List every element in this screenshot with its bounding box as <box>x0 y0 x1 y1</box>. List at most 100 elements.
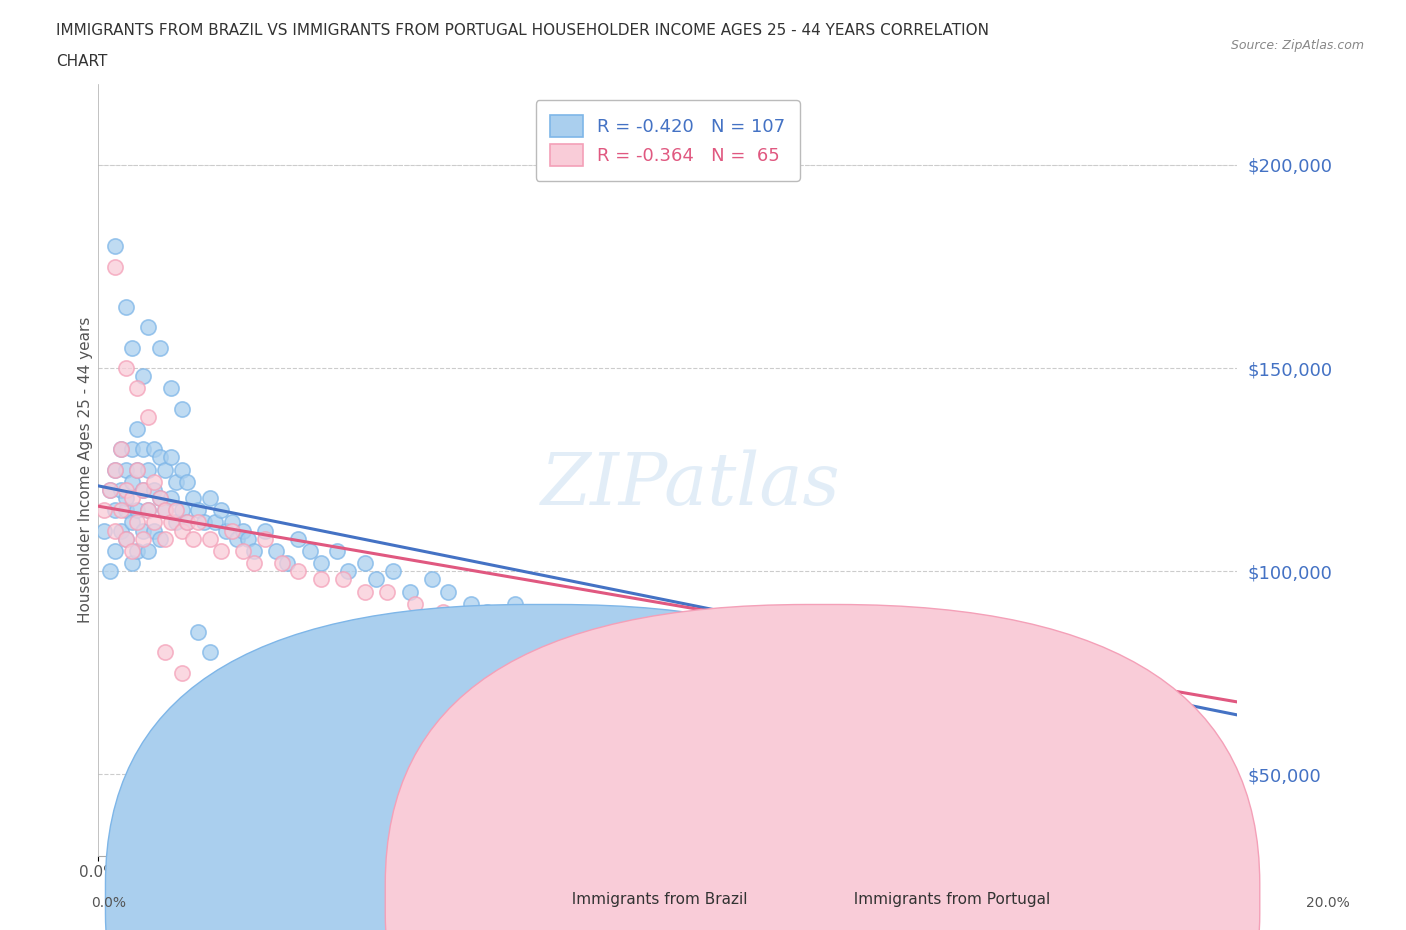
Point <box>148 491 170 506</box>
Point <box>1059 706 1081 721</box>
Point <box>127 462 149 477</box>
Point <box>143 515 166 530</box>
Point <box>725 653 748 668</box>
Point <box>437 584 460 599</box>
Point <box>110 483 132 498</box>
Point <box>115 531 138 546</box>
Point <box>976 694 998 709</box>
Point <box>132 442 155 457</box>
Point <box>98 483 121 498</box>
Point <box>298 543 321 558</box>
Point <box>104 462 127 477</box>
Point <box>115 299 138 314</box>
Point <box>1059 706 1081 721</box>
Point <box>254 531 277 546</box>
Point <box>138 503 160 518</box>
Point <box>104 524 127 538</box>
Point <box>143 442 166 457</box>
Point <box>121 555 143 570</box>
Point <box>176 474 198 489</box>
Text: IMMIGRANTS FROM BRAZIL VS IMMIGRANTS FROM PORTUGAL HOUSEHOLDER INCOME AGES 25 - : IMMIGRANTS FROM BRAZIL VS IMMIGRANTS FRO… <box>56 23 990 38</box>
Point <box>110 503 132 518</box>
Point <box>170 462 193 477</box>
Point <box>498 613 520 628</box>
Point <box>115 491 138 506</box>
Point <box>153 503 176 518</box>
Point <box>1170 726 1192 741</box>
Point <box>354 555 377 570</box>
Point <box>115 531 138 546</box>
Point <box>181 491 204 506</box>
Point <box>93 503 115 518</box>
Point <box>127 503 149 518</box>
Point <box>121 442 143 457</box>
Point <box>287 531 309 546</box>
Point <box>381 564 404 578</box>
Point <box>148 340 170 355</box>
Point <box>176 515 198 530</box>
Point <box>104 462 127 477</box>
Point <box>121 340 143 355</box>
Point <box>1004 694 1026 709</box>
Text: 20.0%: 20.0% <box>1306 896 1350 910</box>
Point <box>309 572 332 587</box>
Point <box>121 474 143 489</box>
Point <box>121 515 143 530</box>
Point <box>404 596 426 611</box>
Point <box>893 678 915 693</box>
Point <box>187 625 209 640</box>
Point <box>121 491 143 506</box>
Point <box>209 543 232 558</box>
Point <box>1004 702 1026 717</box>
Point <box>198 645 221 660</box>
Point <box>170 503 193 518</box>
Point <box>276 555 298 570</box>
Point <box>127 462 149 477</box>
Point <box>287 564 309 578</box>
Point <box>104 503 127 518</box>
Point <box>132 483 155 498</box>
Point <box>165 474 187 489</box>
Point <box>232 524 254 538</box>
Point <box>165 503 187 518</box>
Point <box>170 665 193 680</box>
Point <box>153 645 176 660</box>
Point <box>138 320 160 335</box>
Point <box>170 524 193 538</box>
Point <box>420 572 443 587</box>
Point <box>143 474 166 489</box>
Legend: R = -0.420   N = 107, R = -0.364   N =  65: R = -0.420 N = 107, R = -0.364 N = 65 <box>536 100 800 180</box>
Point <box>98 564 121 578</box>
Point <box>309 555 332 570</box>
Point <box>104 259 127 274</box>
Point <box>127 421 149 436</box>
Point <box>643 625 665 640</box>
Point <box>215 524 238 538</box>
Point <box>531 625 554 640</box>
Text: Source: ZipAtlas.com: Source: ZipAtlas.com <box>1230 39 1364 52</box>
Point <box>127 381 149 396</box>
Point <box>181 531 204 546</box>
Point <box>110 524 132 538</box>
Point <box>110 442 132 457</box>
Text: CHART: CHART <box>56 54 108 69</box>
Point <box>332 572 354 587</box>
Point <box>309 747 332 762</box>
Point <box>1087 714 1109 729</box>
Point <box>187 515 209 530</box>
Point <box>104 543 127 558</box>
Point <box>132 524 155 538</box>
Point <box>115 462 138 477</box>
Point <box>948 685 970 700</box>
Point <box>754 653 776 668</box>
Point <box>326 543 349 558</box>
Point <box>588 625 610 640</box>
Point <box>810 665 832 680</box>
Point <box>725 645 748 660</box>
Point <box>243 555 266 570</box>
Point <box>104 239 127 254</box>
Point <box>1032 706 1054 721</box>
Text: Immigrants from Brazil: Immigrants from Brazil <box>562 892 748 907</box>
Point <box>159 491 181 506</box>
Point <box>948 685 970 700</box>
